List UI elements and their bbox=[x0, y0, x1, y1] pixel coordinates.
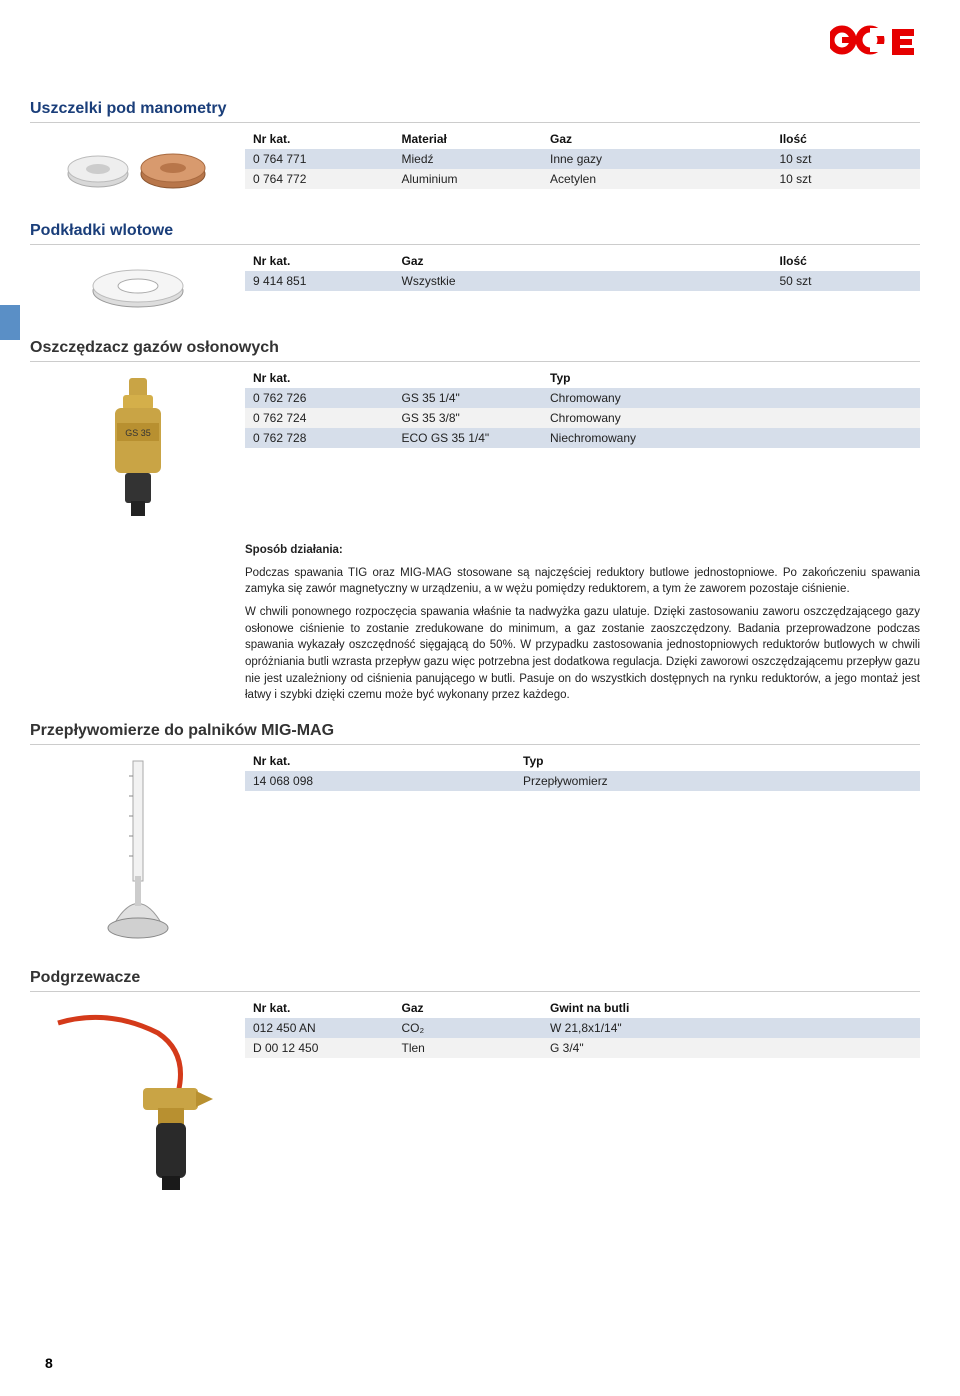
table-row: 0 764 772 Aluminium Acetylen 10 szt bbox=[245, 169, 920, 189]
page-number: 8 bbox=[45, 1355, 53, 1371]
section-title: Oszczędzacz gazów osłonowych bbox=[30, 339, 920, 362]
section-seals: Uszczelki pod manometry Nr kat. bbox=[30, 100, 920, 204]
section-title: Uszczelki pod manometry bbox=[30, 100, 920, 123]
heaters-table: Nr kat. Gaz Gwint na butli 012 450 AN CO… bbox=[245, 998, 920, 1058]
desc-paragraph: Podczas spawania TIG oraz MIG-MAG stosow… bbox=[245, 565, 920, 598]
product-image bbox=[30, 751, 245, 951]
table-row: D 00 12 450 Tlen G 3/4" bbox=[245, 1038, 920, 1058]
col-header: Nr kat. bbox=[245, 751, 515, 771]
section-washers: Podkładki wlotowe Nr kat. Gaz Ilość bbox=[30, 222, 920, 321]
col-header: Nr kat. bbox=[245, 251, 394, 271]
col-header: Gaz bbox=[394, 998, 543, 1018]
col-header: Ilość bbox=[772, 129, 921, 149]
product-image: GS 35 bbox=[30, 368, 245, 528]
table-row: 14 068 098 Przepływomierz bbox=[245, 771, 920, 791]
seals-table: Nr kat. Materiał Gaz Ilość 0 764 771 Mie… bbox=[245, 129, 920, 189]
section-title: Podkładki wlotowe bbox=[30, 222, 920, 245]
product-image bbox=[30, 129, 245, 204]
col-header: Nr kat. bbox=[245, 129, 394, 149]
col-header: Typ bbox=[515, 751, 920, 771]
table-row: 0 764 771 Miedź Inne gazy 10 szt bbox=[245, 149, 920, 169]
product-image bbox=[30, 998, 245, 1198]
col-header: Gaz bbox=[394, 251, 772, 271]
description-block: Sposób działania: Podczas spawania TIG o… bbox=[245, 542, 920, 704]
section-flowmeters: Przepływomierze do palników MIG-MAG bbox=[30, 722, 920, 951]
product-image bbox=[30, 251, 245, 321]
washers-table: Nr kat. Gaz Ilość 9 414 851 Wszystkie 50… bbox=[245, 251, 920, 291]
svg-text:GS 35: GS 35 bbox=[125, 428, 151, 438]
col-header: Typ bbox=[542, 368, 920, 388]
desc-heading: Sposób działania: bbox=[245, 542, 920, 559]
col-header: Nr kat. bbox=[245, 998, 394, 1018]
col-header: Gaz bbox=[542, 129, 772, 149]
col-header: Gwint na butli bbox=[542, 998, 920, 1018]
table-row: 0 762 726 GS 35 1/4" Chromowany bbox=[245, 388, 920, 408]
side-tab bbox=[0, 305, 20, 340]
col-header: Materiał bbox=[394, 129, 543, 149]
flowmeters-table: Nr kat. Typ 14 068 098 Przepływomierz bbox=[245, 751, 920, 791]
table-row: 0 762 728 ECO GS 35 1/4" Niechromowany bbox=[245, 428, 920, 448]
table-row: 9 414 851 Wszystkie 50 szt bbox=[245, 271, 920, 291]
table-row: 0 762 724 GS 35 3/8" Chromowany bbox=[245, 408, 920, 428]
section-heaters: Podgrzewacze Nr kat. Gaz bbox=[30, 969, 920, 1198]
col-header: Nr kat. bbox=[245, 368, 394, 388]
section-title: Przepływomierze do palników MIG-MAG bbox=[30, 722, 920, 745]
section-economizer: Oszczędzacz gazów osłonowych GS 35 bbox=[30, 339, 920, 704]
section-title: Podgrzewacze bbox=[30, 969, 920, 992]
brand-logo bbox=[830, 20, 920, 60]
col-header: Ilość bbox=[772, 251, 921, 271]
desc-paragraph: W chwili ponownego rozpoczęcia spawania … bbox=[245, 604, 920, 704]
col-header bbox=[394, 368, 543, 388]
page-content: Uszczelki pod manometry Nr kat. bbox=[30, 100, 920, 1198]
table-row: 012 450 AN CO₂ W 21,8x1/14" bbox=[245, 1018, 920, 1038]
economizer-table: Nr kat. Typ 0 762 726 GS 35 1/4" Chromow… bbox=[245, 368, 920, 448]
